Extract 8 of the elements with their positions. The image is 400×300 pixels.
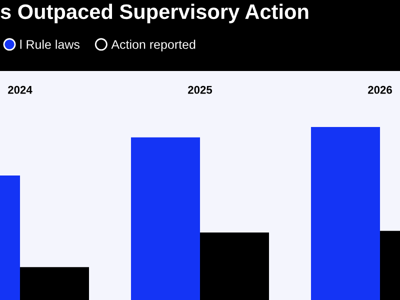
x-tick-label: 2026 [368,86,392,94]
x-tick-label: 2025 [188,86,212,94]
legend-label: Action reported [111,40,196,52]
bar [311,127,380,300]
legend-label: l Rule laws [20,40,80,49]
x-tick-label: 2024 [8,86,32,94]
bar [20,267,89,300]
chart-title: s Outpaced Supervisory Action [0,4,308,24]
